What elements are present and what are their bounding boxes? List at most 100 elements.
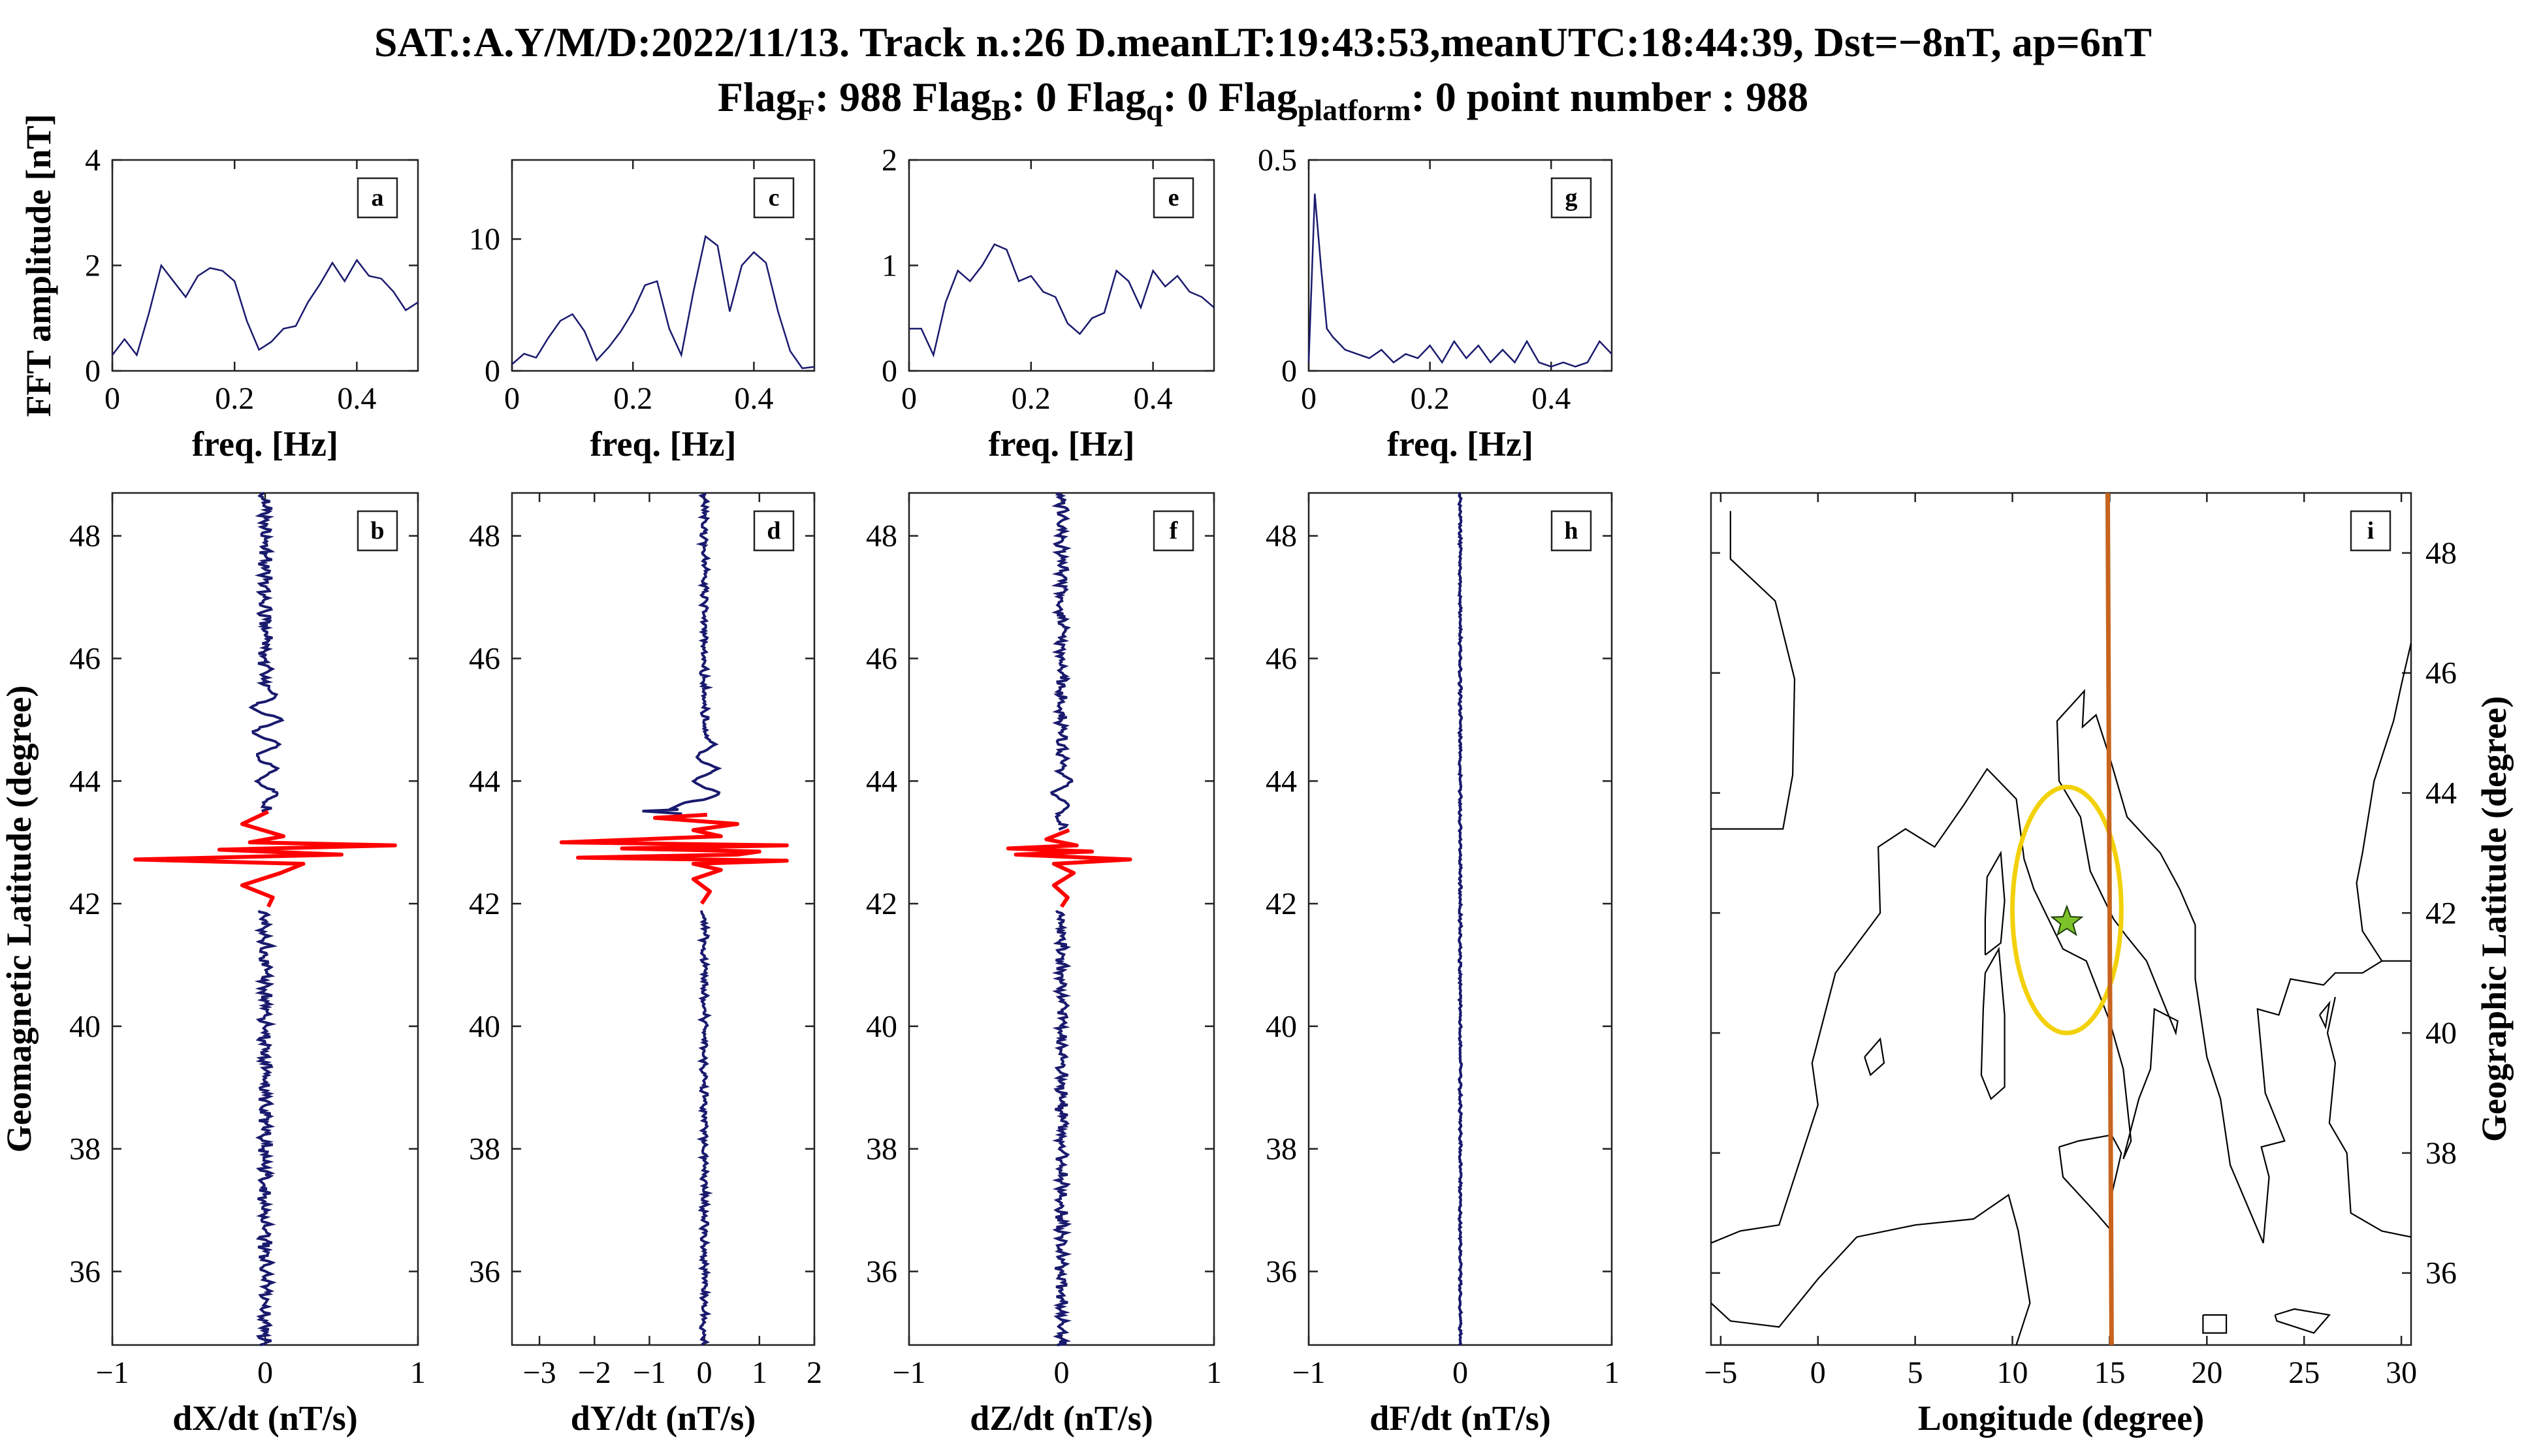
chart-title-line-2: FlagF: 988 FlagB: 0 Flagq: 0 Flagplatfor… (0, 73, 2526, 127)
panel-b-ytick-label: 46 (69, 641, 101, 676)
panel-b-ytick-label: 44 (69, 764, 101, 799)
flag-f-value: : 988 (814, 74, 903, 120)
panel-a-xtick-label: 0.2 (215, 381, 254, 416)
panel-i-letter: i (2367, 517, 2374, 545)
panel-c-frame (511, 159, 816, 372)
panel-d-ytick-label: 44 (469, 764, 500, 799)
panel-b-anomaly-series (133, 810, 397, 908)
panel-f-series-north (1049, 492, 1074, 831)
panel-a-letter: a (372, 184, 384, 212)
panel-b-ytick-label: 38 (69, 1132, 101, 1167)
panel-d-series-south (696, 910, 713, 1346)
panel-f-ytick-label: 46 (866, 641, 897, 676)
panel-e-xtick-label: 0 (901, 381, 917, 416)
panel-f-series-south (1051, 910, 1072, 1346)
panel-d-ytick-label: 46 (469, 641, 500, 676)
panel-b-letter-box (357, 510, 398, 552)
panel-b-ytick-label: 36 (69, 1254, 101, 1289)
panel-f-anomaly-series (1006, 828, 1132, 908)
panel-b-ylabel: Geomagnetic Latitude (degree) (0, 686, 39, 1153)
panel-h-series-north (1456, 492, 1463, 1346)
map-coastline (2326, 996, 2412, 1238)
panel-d-ytick-label: 40 (469, 1009, 500, 1044)
panel-a-xtick-label: 0.4 (337, 381, 376, 416)
flag-f-label: Flag (717, 74, 797, 120)
flag-q-sub: q (1145, 93, 1163, 127)
panel-d-xtick-label: −3 (523, 1355, 556, 1390)
flag-b-label: Flag (912, 74, 992, 120)
map-island (1980, 946, 2006, 1101)
map-island (1984, 850, 2006, 956)
panel-e-fft-series (909, 243, 1215, 358)
panel-e-ytick-label: 1 (882, 249, 897, 283)
panel-g-xlabel: freq. [Hz] (1387, 424, 1533, 464)
panel-i-ytick-label: 46 (2425, 656, 2457, 691)
panel-h-ytick-label: 44 (1266, 764, 1297, 799)
map-coastline (1711, 511, 1796, 830)
panel-b-letter: b (370, 517, 384, 545)
panel-h-letter-box (1550, 510, 1592, 552)
panel-g-letter: g (1565, 184, 1578, 212)
panel-h-ytick-label: 38 (1266, 1132, 1297, 1167)
panel-h-ytick-label: 36 (1266, 1254, 1297, 1289)
map-island (2274, 1308, 2331, 1334)
panel-i-ytick-label: 40 (2425, 1016, 2457, 1051)
panel-e-ytick-label: 0 (882, 354, 897, 388)
panel-f-xtick-label: 1 (1206, 1355, 1222, 1390)
panel-a-ytick-label: 4 (85, 143, 101, 178)
panel-b-xtick-label: 0 (257, 1355, 273, 1390)
panel-f-ytick-label: 38 (866, 1132, 897, 1167)
panel-i-ytick-label: 48 (2425, 536, 2457, 571)
panel-i-xtick-label: 20 (2191, 1355, 2222, 1390)
panel-a-xlabel: freq. [Hz] (192, 424, 338, 464)
panel-i-ytick-label: 42 (2425, 896, 2457, 930)
panel-g-ytick-label: 0.5 (1258, 143, 1297, 178)
panel-a-xtick-label: 0 (104, 381, 120, 416)
panel-c-xtick-label: 0 (504, 381, 520, 416)
panel-i-xlabel: Longitude (degree) (1918, 1399, 2204, 1438)
panel-f-xtick-label: −1 (892, 1355, 925, 1390)
panel-f-ytick-label: 48 (866, 519, 897, 554)
panel-c-letter-box (753, 177, 795, 219)
panel-e-letter-box (1153, 177, 1194, 219)
panel-h-xtick-label: 0 (1452, 1355, 1468, 1390)
panel-g-xtick-label: 0.2 (1411, 381, 1450, 416)
panel-g-xtick-label: 0 (1301, 381, 1317, 416)
flag-platform-label: Flag (1218, 74, 1298, 120)
panel-i-xtick-label: 0 (1810, 1355, 1826, 1390)
panel-h-ytick-label: 42 (1266, 887, 1297, 921)
panel-g-frame (1307, 159, 1613, 372)
panel-c-letter: c (769, 184, 780, 212)
flag-b-sub: B (991, 93, 1012, 127)
panel-d-xtick-label: −2 (578, 1355, 611, 1390)
epicenter-star (2050, 904, 2084, 936)
panel-d-letter-box (753, 510, 795, 552)
panel-h-ytick-label: 46 (1266, 641, 1297, 676)
panel-e-xtick-label: 0.4 (1134, 381, 1173, 416)
panel-f-letter: f (1170, 517, 1179, 545)
panel-h-letter: h (1564, 517, 1578, 545)
panel-d-ytick-label: 48 (469, 519, 500, 554)
panel-a-letter-box (357, 177, 398, 219)
panel-i-ylabel: Geographic Latitude (degree) (2474, 696, 2514, 1142)
panel-d-ytick-label: 42 (469, 887, 500, 921)
panel-i-xtick-label: 10 (1997, 1355, 2028, 1390)
panel-i-letter-box (2350, 510, 2391, 552)
panel-d-series-north (642, 492, 722, 815)
panel-i-xtick-label: 30 (2386, 1355, 2417, 1390)
panel-b-xtick-label: 1 (410, 1355, 426, 1390)
panel-b-xtick-label: −1 (95, 1355, 129, 1390)
panel-d-xtick-label: 1 (752, 1355, 767, 1390)
panel-d-xtick-label: −1 (633, 1355, 666, 1390)
map-island (1864, 1037, 1885, 1077)
panel-i-xtick-label: 5 (1908, 1355, 1923, 1390)
panel-f-ytick-label: 42 (866, 887, 897, 921)
map-island (2319, 1000, 2331, 1030)
panel-g-fft-series (1307, 193, 1612, 368)
panel-e-xlabel: freq. [Hz] (989, 424, 1135, 464)
panel-g-letter-box (1550, 177, 1592, 219)
panel-d-letter: d (767, 517, 780, 545)
map-coastline (2356, 642, 2412, 962)
panel-c-ytick-label: 10 (469, 222, 500, 257)
